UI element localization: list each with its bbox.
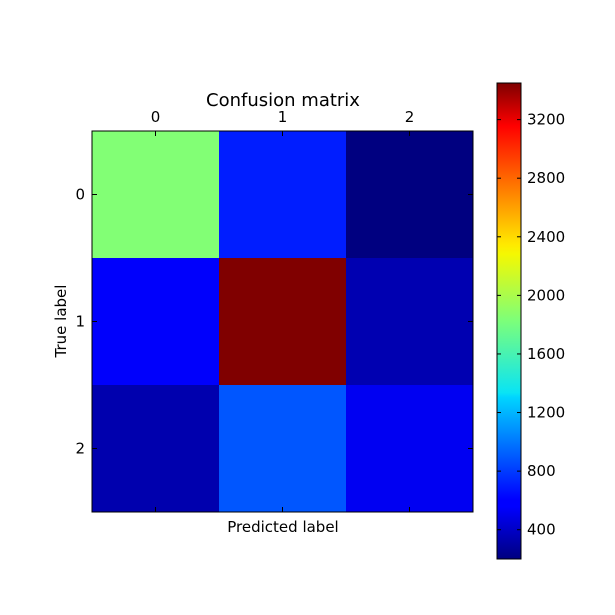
heatmap-cell-r1-c1 <box>219 258 347 386</box>
x-axis-label: Predicted label <box>227 518 338 536</box>
heatmap-cell-r2-c0 <box>92 385 220 513</box>
x-tick-label-1: 1 <box>278 108 288 126</box>
heatmap-cell-r0-c0 <box>92 131 220 259</box>
colorbar-ticks: 400 800 1200 1600 2000 2400 2800 3200 <box>497 111 565 539</box>
x-tick-labels: 0 1 2 <box>151 108 415 126</box>
x-tick-label-2: 2 <box>405 108 415 126</box>
heatmap-cell-r1-c2 <box>346 258 474 386</box>
heatmap-cell-r2-c2 <box>346 385 474 513</box>
colorbar-tick-label-3: 1600 <box>527 345 565 363</box>
heatmap-cell-r0-c1 <box>219 131 347 259</box>
plot-frame <box>91 130 474 513</box>
colorbar-tick-label-1: 800 <box>527 462 556 480</box>
colorbar-tick-label-7: 3200 <box>527 111 565 129</box>
axis-ticks <box>92 131 473 512</box>
x-tick-label-0: 0 <box>151 108 161 126</box>
y-tick-labels: 0 1 2 <box>75 186 85 458</box>
colorbar-tick-label-0: 400 <box>527 521 556 539</box>
y-tick-label-0: 0 <box>75 186 85 204</box>
heatmap-cell-r2-c1 <box>219 385 347 513</box>
y-axis-label: True label <box>52 285 70 359</box>
colorbar-gradient <box>496 82 522 560</box>
y-tick-label-1: 1 <box>75 313 85 331</box>
heatmap-cell-r1-c0 <box>92 258 220 386</box>
colorbar-tick-label-2: 1200 <box>527 404 565 422</box>
chart-title: Confusion matrix <box>206 90 360 111</box>
y-tick-label-2: 2 <box>75 440 85 458</box>
colorbar-tick-label-5: 2400 <box>527 228 565 246</box>
heatmap-cells <box>92 131 474 513</box>
colorbar-tick-label-6: 2800 <box>527 169 565 187</box>
heatmap-cell-r0-c2 <box>346 131 474 259</box>
colorbar-tick-label-4: 2000 <box>527 286 565 304</box>
